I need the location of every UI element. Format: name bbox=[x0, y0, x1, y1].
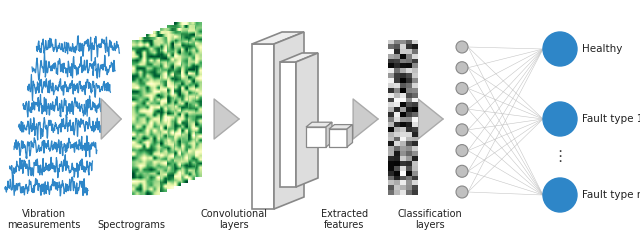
Circle shape bbox=[456, 165, 468, 177]
Circle shape bbox=[456, 62, 468, 74]
Text: Healthy: Healthy bbox=[582, 44, 622, 54]
Polygon shape bbox=[280, 53, 318, 62]
Circle shape bbox=[543, 178, 577, 212]
Text: ⋮: ⋮ bbox=[552, 150, 568, 164]
Polygon shape bbox=[252, 32, 304, 44]
Circle shape bbox=[456, 124, 468, 136]
Circle shape bbox=[543, 32, 577, 66]
Polygon shape bbox=[347, 125, 353, 147]
Text: Convolutional
layers: Convolutional layers bbox=[200, 209, 267, 230]
Text: Classification
layers: Classification layers bbox=[397, 209, 463, 230]
Polygon shape bbox=[329, 125, 353, 129]
Circle shape bbox=[456, 103, 468, 115]
Circle shape bbox=[456, 186, 468, 198]
Text: Fault type n: Fault type n bbox=[582, 190, 640, 200]
Circle shape bbox=[456, 41, 468, 53]
Polygon shape bbox=[326, 122, 332, 147]
Circle shape bbox=[543, 102, 577, 136]
Polygon shape bbox=[329, 129, 347, 147]
Polygon shape bbox=[296, 53, 318, 187]
Text: Spectrograms: Spectrograms bbox=[97, 220, 165, 230]
Circle shape bbox=[456, 82, 468, 94]
Circle shape bbox=[456, 145, 468, 157]
Polygon shape bbox=[306, 122, 332, 127]
Polygon shape bbox=[306, 127, 326, 147]
Polygon shape bbox=[252, 44, 274, 209]
Polygon shape bbox=[274, 32, 304, 209]
Text: Extracted
features: Extracted features bbox=[321, 209, 368, 230]
Text: Vibration
measurements: Vibration measurements bbox=[7, 209, 80, 230]
Polygon shape bbox=[280, 62, 296, 187]
Text: Fault type 1: Fault type 1 bbox=[582, 114, 640, 124]
